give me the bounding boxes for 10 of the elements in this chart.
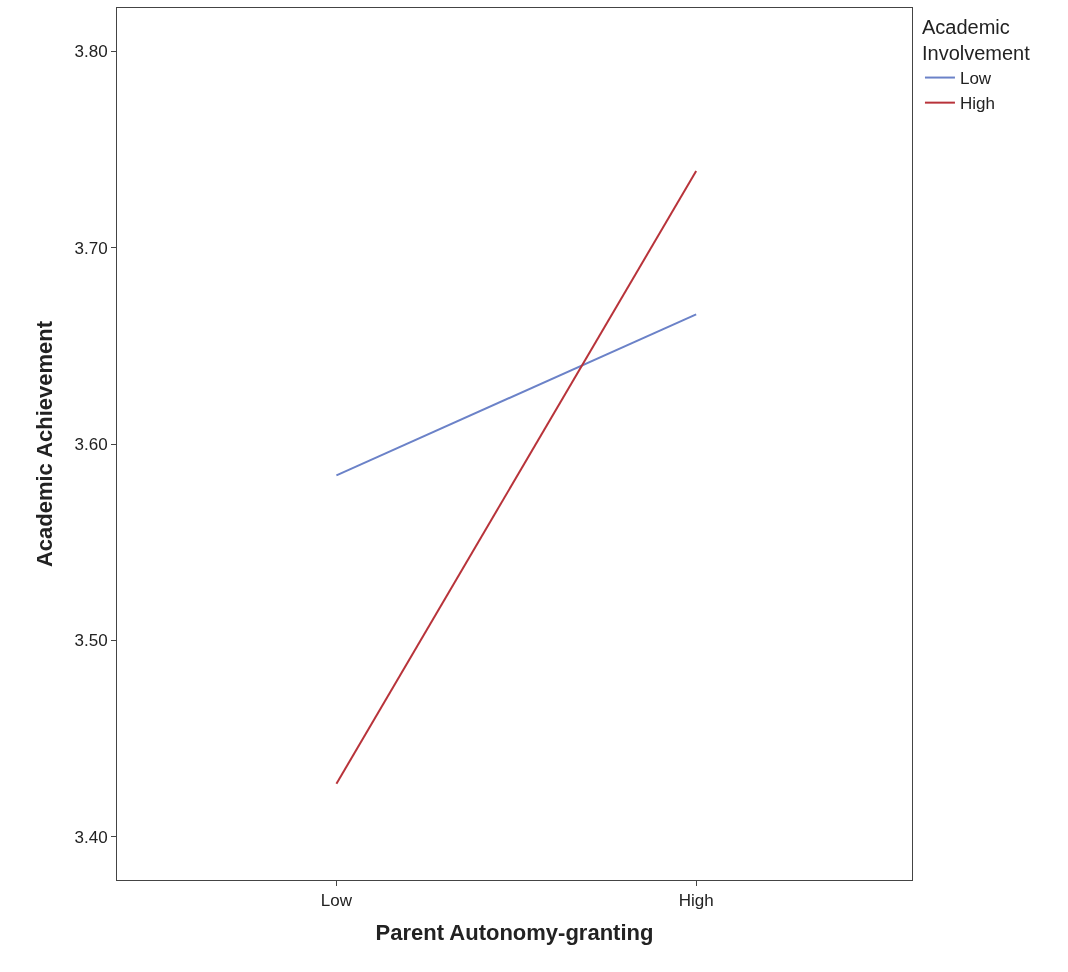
y-tick-label: 3.50: [74, 631, 108, 651]
legend-label: Low: [959, 69, 992, 89]
y-tick-label: 3.80: [74, 42, 108, 62]
y-tick-label: 3.40: [74, 827, 108, 847]
y-tick-label: 3.60: [74, 434, 108, 454]
legend-title: Academic Involvement: [921, 16, 1031, 64]
y-axis-title: Academic Achievement: [32, 320, 58, 568]
legend-label: High: [959, 94, 995, 114]
y-tick-label: 3.70: [74, 238, 108, 258]
x-axis-title: Parent Autonomy-granting: [375, 920, 654, 946]
